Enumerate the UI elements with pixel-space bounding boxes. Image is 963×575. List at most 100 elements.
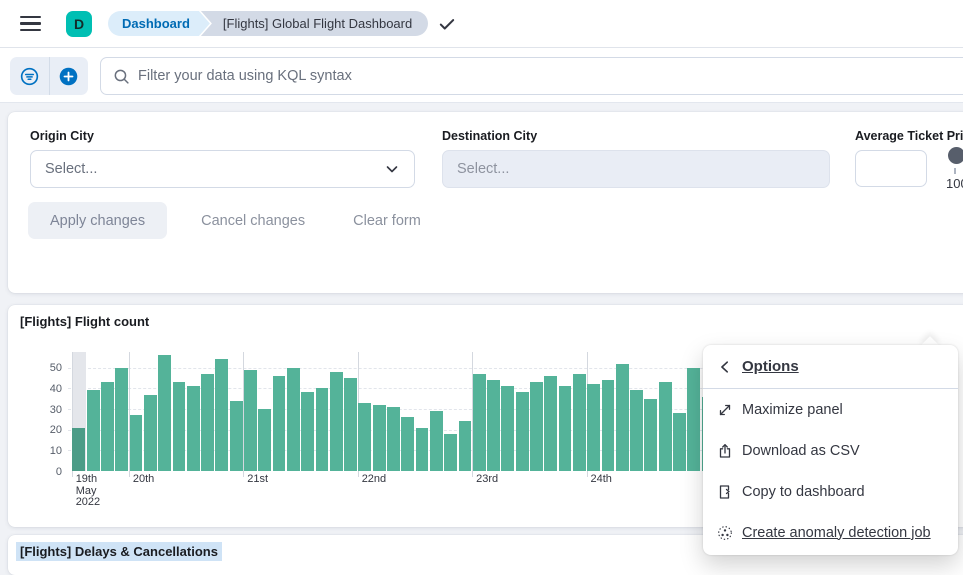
flight-count-bar[interactable] (516, 392, 529, 471)
destination-city-value: Select... (457, 161, 509, 177)
controls-actions: Apply changes Cancel changes Clear form (28, 202, 443, 239)
y-axis-tick-label: 0 (22, 466, 62, 478)
clear-form-button[interactable]: Clear form (331, 202, 443, 239)
search-icon (113, 68, 130, 85)
price-slider-thumb[interactable] (948, 147, 963, 164)
options-header-label: Options (742, 358, 799, 375)
flight-count-bar[interactable] (430, 411, 443, 471)
flight-count-bar[interactable] (530, 382, 543, 471)
top-nav-bar: D Dashboard [Flights] Global Flight Dash… (0, 0, 963, 48)
flight-count-bar[interactable] (544, 376, 557, 471)
flight-count-bar[interactable] (444, 434, 457, 471)
dashboard-app: D Dashboard [Flights] Global Flight Dash… (0, 0, 963, 558)
menu-item-create-anomaly-detection-job[interactable]: Create anomaly detection job (703, 512, 958, 553)
flight-count-bar[interactable] (173, 382, 186, 471)
flight-count-bar[interactable] (501, 386, 514, 471)
flight-count-bar[interactable] (401, 417, 414, 471)
flight-count-bar[interactable] (330, 372, 343, 471)
cancel-changes-button[interactable]: Cancel changes (179, 202, 327, 239)
flight-count-bar[interactable] (201, 374, 214, 471)
x-axis-tick-label: 23rd (476, 474, 498, 486)
destination-city-select[interactable]: Select... (442, 150, 830, 188)
menu-item-label: Download as CSV (742, 443, 860, 459)
origin-city-select[interactable]: Select... (30, 150, 415, 188)
chevron-left-icon (717, 359, 733, 375)
ticket-price-min-input[interactable] (855, 150, 927, 187)
flight-count-bar[interactable] (144, 395, 157, 471)
flight-count-bar[interactable] (244, 370, 257, 471)
menu-item-label: Create anomaly detection job (742, 525, 931, 541)
kql-search-field[interactable] (100, 57, 963, 95)
flight-count-bar[interactable] (602, 380, 615, 471)
flight-count-bar[interactable] (316, 388, 329, 471)
flight-count-bar[interactable] (687, 368, 700, 471)
flight-count-bar[interactable] (559, 386, 572, 471)
delays-panel-title[interactable]: [Flights] Delays & Cancellations (16, 542, 222, 561)
flight-count-bar[interactable] (101, 382, 114, 471)
flight-count-bar[interactable] (659, 382, 672, 471)
breadcrumb-dashboard[interactable]: Dashboard (108, 11, 210, 36)
flight-count-bar[interactable] (158, 355, 171, 471)
menu-hamburger-icon[interactable] (10, 7, 50, 41)
destination-city-label: Destination City (442, 129, 537, 143)
flight-count-bar[interactable] (673, 413, 686, 471)
flight-count-bar[interactable] (573, 374, 586, 471)
space-avatar[interactable]: D (66, 11, 92, 37)
maximize-icon (717, 402, 733, 418)
flight-count-bar[interactable] (358, 403, 371, 471)
add-filter-icon[interactable] (49, 57, 89, 95)
flight-count-bar[interactable] (644, 399, 657, 471)
breadcrumb-current-dashboard: [Flights] Global Flight Dashboard (201, 11, 428, 36)
flight-count-bar[interactable] (616, 364, 629, 471)
flight-count-bar[interactable] (273, 376, 286, 471)
x-axis-tick-label: 21st (247, 474, 268, 486)
flight-count-bar[interactable] (473, 374, 486, 471)
flight-count-bar[interactable] (344, 378, 357, 471)
flight-count-bar[interactable] (130, 415, 143, 471)
menu-item-label: Copy to dashboard (742, 484, 865, 500)
flight-count-bar[interactable] (487, 380, 500, 471)
y-axis-tick-label: 50 (22, 362, 62, 374)
check-icon (438, 15, 456, 33)
flight-count-bar[interactable] (187, 386, 200, 471)
flight-count-bar[interactable] (373, 405, 386, 471)
flight-count-bar[interactable] (115, 368, 128, 471)
flight-count-bar[interactable] (72, 428, 85, 471)
flight-count-bar[interactable] (416, 428, 429, 471)
flight-count-bar[interactable] (215, 359, 228, 471)
average-ticket-price-label: Average Ticket Price (855, 129, 963, 143)
panel-options-menu: Options Maximize panel Download as CSV (703, 345, 958, 555)
x-axis-tick-label: 22nd (362, 474, 386, 486)
flight-count-bar[interactable] (87, 390, 100, 471)
flight-count-bar[interactable] (301, 392, 314, 471)
apply-changes-button[interactable]: Apply changes (28, 202, 167, 239)
kql-search-input[interactable] (138, 68, 963, 84)
controls-panel: Origin City Select... Destination City S… (8, 112, 963, 293)
options-back-button[interactable]: Options (703, 345, 958, 388)
x-axis-tick-label: 24th (591, 474, 612, 486)
origin-city-label: Origin City (30, 129, 94, 143)
x-axis-tick-label: 20th (133, 474, 154, 486)
breadcrumb: Dashboard [Flights] Global Flight Dashbo… (108, 11, 428, 36)
export-icon (717, 443, 733, 459)
menu-item-download-csv[interactable]: Download as CSV (703, 430, 958, 471)
flight-count-bar[interactable] (630, 390, 643, 471)
flight-count-bar[interactable] (230, 401, 243, 471)
flight-count-bar[interactable] (258, 409, 271, 471)
flight-count-bar[interactable] (459, 421, 472, 471)
flight-count-bar[interactable] (287, 368, 300, 471)
y-axis-tick-label: 10 (22, 445, 62, 457)
saved-filters-icon[interactable] (10, 57, 49, 95)
origin-city-value: Select... (45, 161, 97, 177)
y-axis-tick-label: 20 (22, 424, 62, 436)
flight-count-bar[interactable] (587, 384, 600, 471)
query-bar-row (0, 48, 963, 103)
filter-button-group (10, 57, 88, 95)
flight-count-bar[interactable] (387, 407, 400, 471)
price-slider-tick (954, 168, 956, 174)
y-axis-tick-label: 30 (22, 404, 62, 416)
menu-item-maximize-panel[interactable]: Maximize panel (703, 389, 958, 430)
menu-item-copy-to-dashboard[interactable]: Copy to dashboard (703, 471, 958, 512)
menu-item-label: Maximize panel (742, 402, 843, 418)
machine-learning-icon (717, 525, 733, 541)
